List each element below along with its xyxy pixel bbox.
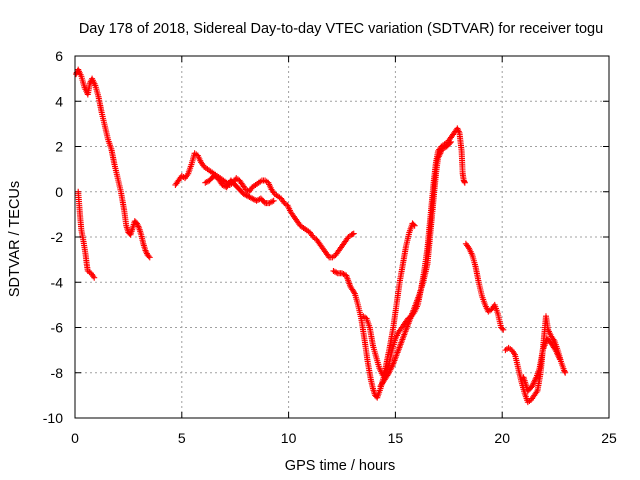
x-axis-label: GPS time / hours bbox=[285, 458, 395, 474]
y-tick-label: 2 bbox=[55, 139, 63, 155]
data-point bbox=[500, 326, 507, 333]
y-tick-label: -6 bbox=[51, 320, 64, 336]
y-axis-label: SDTVAR / TECUs bbox=[7, 181, 23, 297]
data-points bbox=[73, 66, 569, 406]
data-point bbox=[350, 289, 357, 296]
plot-frame bbox=[74, 55, 610, 419]
x-tick-label: 5 bbox=[178, 430, 186, 446]
y-tick-label: -2 bbox=[51, 229, 64, 245]
data-point bbox=[562, 369, 569, 376]
data-point bbox=[410, 221, 417, 228]
y-tick-label: 4 bbox=[55, 93, 63, 109]
x-tick-label: 10 bbox=[281, 430, 297, 446]
y-tick-labels: -10 -8 -6 -4 -2 0 2 4 6 bbox=[43, 48, 63, 426]
data-point bbox=[333, 269, 340, 276]
x-tick-label: 20 bbox=[494, 430, 510, 446]
chart-title: Day 178 of 2018, Sidereal Day-to-day VTE… bbox=[79, 21, 603, 37]
x-tick-label: 15 bbox=[388, 430, 404, 446]
data-point bbox=[145, 253, 152, 260]
data-point bbox=[499, 325, 506, 332]
data-point bbox=[556, 356, 563, 363]
data-point bbox=[461, 179, 468, 186]
y-tick-label: -8 bbox=[51, 365, 64, 381]
data-point bbox=[411, 222, 418, 229]
x-tick-label: 25 bbox=[601, 430, 617, 446]
y-tick-label: -4 bbox=[51, 274, 64, 290]
data-point bbox=[270, 197, 277, 204]
y-tick-label: -10 bbox=[43, 410, 63, 426]
data-point bbox=[269, 198, 276, 205]
data-point bbox=[91, 274, 98, 281]
x-tick-label: 0 bbox=[71, 430, 79, 446]
y-tick-label: 0 bbox=[55, 184, 63, 200]
y-tick-label: 6 bbox=[55, 48, 63, 64]
data-point bbox=[146, 254, 153, 261]
data-point bbox=[349, 231, 356, 238]
data-point bbox=[350, 230, 357, 237]
data-point bbox=[447, 138, 454, 145]
data-point bbox=[446, 140, 453, 147]
x-tick-labels: 0 5 10 15 20 25 bbox=[71, 430, 617, 446]
